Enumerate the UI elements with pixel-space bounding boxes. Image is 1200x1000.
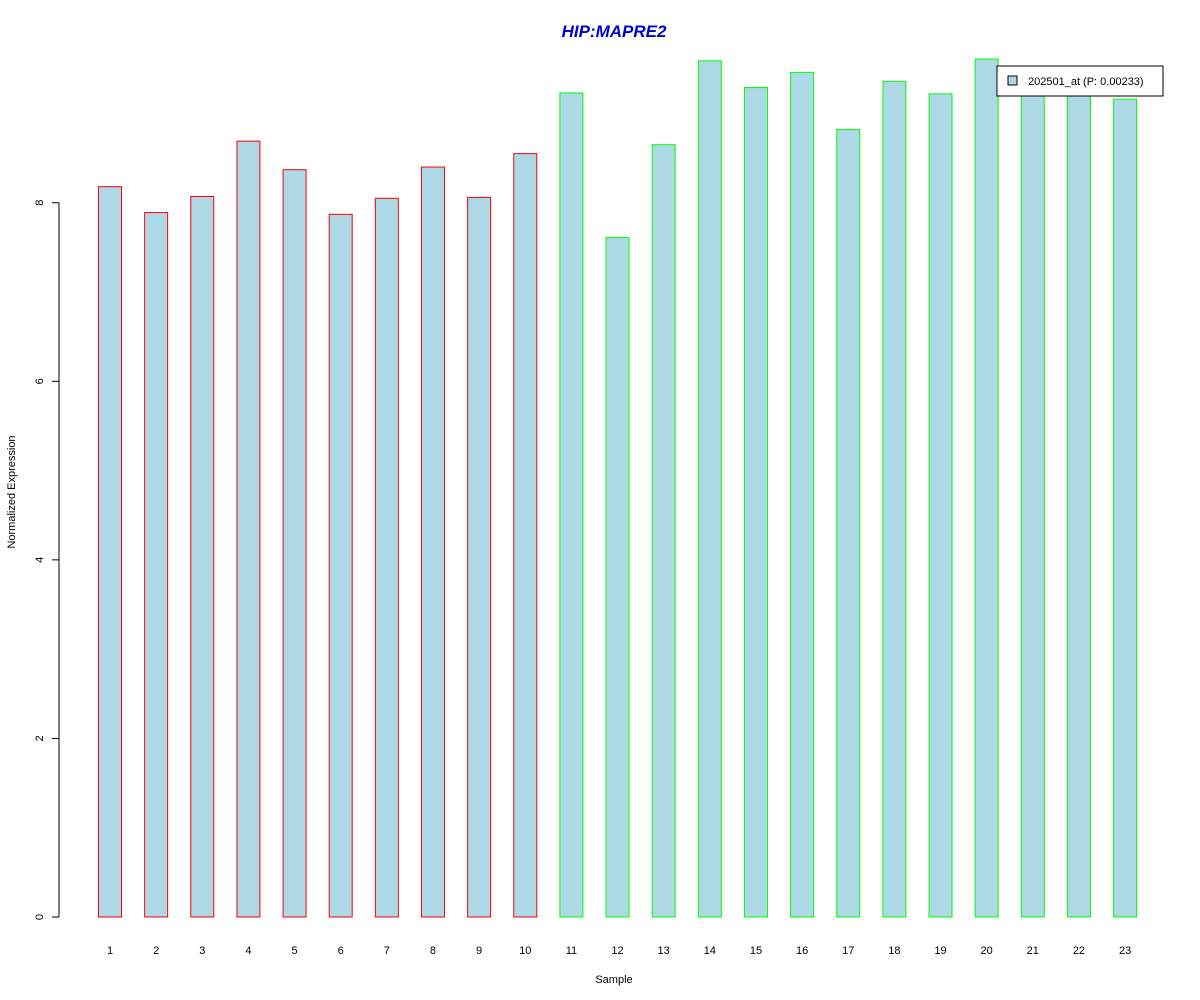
x-tick-label: 13 bbox=[658, 945, 670, 957]
bar-sample-13 bbox=[651, 144, 676, 918]
x-tick-label: 23 bbox=[1119, 945, 1131, 957]
bar-sample-1 bbox=[98, 186, 122, 918]
x-tick-label: 8 bbox=[430, 945, 436, 957]
y-tick-label: 4 bbox=[34, 557, 46, 563]
bar-sample-21 bbox=[1020, 88, 1045, 918]
y-tick-label: 6 bbox=[34, 378, 46, 384]
bar-sample-11 bbox=[559, 92, 584, 918]
x-tick-label: 21 bbox=[1027, 945, 1039, 957]
bar-sample-17 bbox=[836, 129, 861, 918]
x-tick-label: 4 bbox=[245, 945, 251, 957]
bar-sample-10 bbox=[513, 153, 538, 918]
x-tick-label: 20 bbox=[981, 945, 993, 957]
y-axis-label: Normalized Expression bbox=[6, 435, 18, 548]
bar-sample-20 bbox=[974, 58, 999, 918]
bar-sample-12 bbox=[605, 237, 630, 918]
x-tick-label: 12 bbox=[611, 945, 623, 957]
x-tick-label: 3 bbox=[199, 945, 205, 957]
y-tick-label: 2 bbox=[34, 735, 46, 741]
legend-box bbox=[996, 65, 1164, 97]
x-tick-label: 11 bbox=[566, 945, 577, 957]
bar-sample-18 bbox=[882, 80, 907, 918]
bar-sample-4 bbox=[236, 140, 261, 918]
legend: 202501_at (P: 0.00233) bbox=[996, 65, 1164, 97]
x-tick-label: 17 bbox=[842, 945, 854, 957]
bar-sample-3 bbox=[190, 195, 215, 918]
legend-swatch bbox=[1007, 75, 1018, 86]
x-tick-label: 2 bbox=[153, 945, 159, 957]
x-tick-labels: 1 2 3 4 5 6 7 8 9 10 11 12 13 14 15 16 17 18 19 20 21 22 23 bbox=[107, 945, 1131, 957]
bar-sample-5 bbox=[282, 169, 307, 918]
bar-sample-14 bbox=[697, 60, 722, 918]
y-tick-label: 8 bbox=[34, 200, 46, 206]
legend-label: 202501_at (P: 0.00233) bbox=[1028, 76, 1144, 88]
x-tick-label: 18 bbox=[888, 945, 900, 957]
chart-title: HIP:MAPRE2 bbox=[562, 22, 667, 41]
x-axis-label: Sample bbox=[595, 974, 632, 986]
x-tick-label: 1 bbox=[107, 945, 113, 957]
x-tick-label: 16 bbox=[796, 945, 808, 957]
bar-sample-15 bbox=[743, 87, 768, 918]
x-tick-label: 6 bbox=[338, 945, 344, 957]
bar-sample-16 bbox=[790, 71, 815, 918]
x-tick-label: 22 bbox=[1073, 945, 1085, 957]
bar-sample-9 bbox=[467, 196, 492, 918]
bar-sample-19 bbox=[928, 93, 953, 918]
bar-sample-2 bbox=[144, 212, 169, 918]
bar-sample-7 bbox=[374, 197, 399, 918]
x-tick-label: 14 bbox=[704, 945, 716, 957]
y-axis: 0 2 4 6 8 bbox=[34, 200, 60, 920]
bar-sample-23 bbox=[1113, 98, 1138, 918]
x-tick-label: 9 bbox=[476, 945, 482, 957]
bar-sample-22 bbox=[1066, 90, 1091, 918]
x-tick-label: 19 bbox=[934, 945, 946, 957]
x-tick-label: 10 bbox=[519, 945, 531, 957]
bars-group bbox=[98, 58, 1138, 918]
x-tick-label: 15 bbox=[750, 945, 762, 957]
x-tick-label: 5 bbox=[291, 945, 297, 957]
x-tick-label: 7 bbox=[384, 945, 390, 957]
bar-sample-8 bbox=[420, 166, 445, 918]
y-tick-label: 0 bbox=[34, 914, 46, 920]
bar-sample-6 bbox=[328, 213, 353, 918]
